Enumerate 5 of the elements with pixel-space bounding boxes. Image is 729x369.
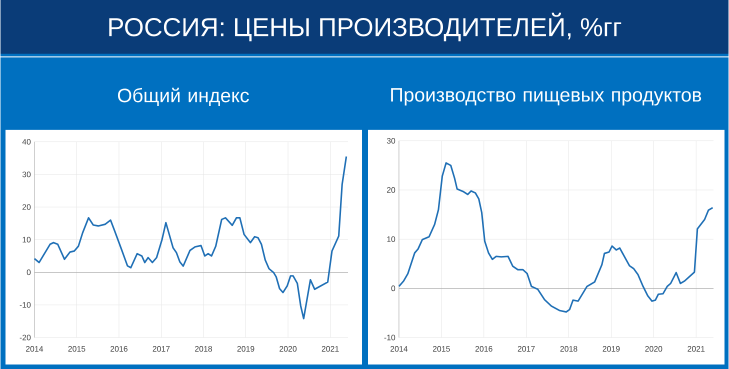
chart-title: Производство пищевых продуктов bbox=[391, 88, 702, 106]
text: РОССИЯ: ЦЕНЫ ПРОИЗВОДИТЕЛЕЙ, %гг bbox=[109, 12, 622, 41]
chart-title: Общий индекс bbox=[118, 87, 249, 106]
line-series bbox=[398, 162, 714, 313]
line-series bbox=[34, 155, 348, 320]
